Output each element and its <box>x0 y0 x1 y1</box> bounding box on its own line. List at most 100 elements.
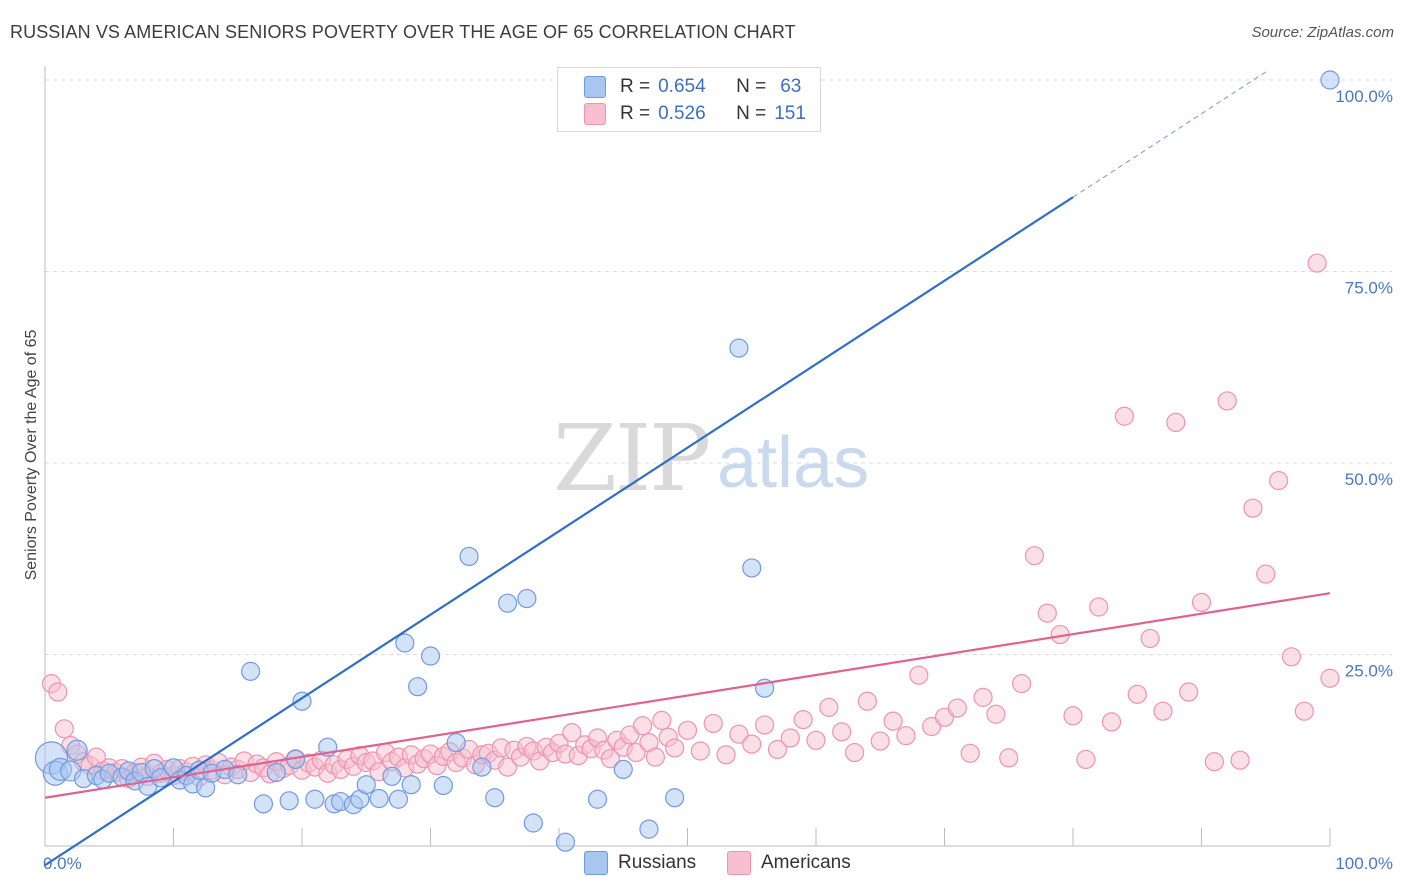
data-point <box>433 775 453 796</box>
data-point <box>1243 498 1263 518</box>
data-point <box>677 720 698 740</box>
data-point <box>613 759 633 780</box>
data-point <box>472 757 492 777</box>
data-point <box>652 710 672 730</box>
data-point <box>253 794 274 814</box>
data-point <box>587 789 608 809</box>
bottom-legend-russians: Russians <box>584 851 696 875</box>
data-point <box>870 731 890 751</box>
data-point <box>767 739 788 760</box>
legend-n-value: 151 <box>774 103 806 124</box>
data-point <box>1307 253 1327 273</box>
data-point <box>883 711 903 731</box>
watermark-atlas: atlas <box>717 423 869 503</box>
y-axis-label: Seniors Poverty Over the Age of 65 <box>23 330 40 581</box>
data-point <box>947 698 967 718</box>
legend-swatch-russians <box>584 76 606 98</box>
data-point <box>266 762 286 783</box>
data-point <box>1037 603 1057 623</box>
data-point <box>1024 546 1045 566</box>
data-point <box>857 691 878 711</box>
data-point <box>1179 682 1199 702</box>
data-point <box>960 743 980 763</box>
data-point <box>1320 70 1340 90</box>
data-point <box>54 719 74 739</box>
data-point <box>1294 701 1314 721</box>
data-point <box>909 665 929 685</box>
data-point <box>66 739 88 761</box>
legend-r-label: R = <box>620 76 651 97</box>
data-point <box>356 775 376 795</box>
data-point <box>382 766 402 786</box>
data-point <box>388 789 408 809</box>
data-point <box>832 722 852 742</box>
trend-lines <box>44 71 1331 867</box>
data-point <box>1230 750 1250 770</box>
data-point <box>645 747 665 767</box>
data-point <box>819 697 839 717</box>
legend-row-russians: R = 0.654 N = 63 <box>584 74 801 100</box>
data-point <box>279 791 299 811</box>
legend-n-value: 63 <box>780 76 802 97</box>
data-point <box>793 710 813 730</box>
data-point <box>1011 674 1032 694</box>
data-point <box>1204 752 1224 772</box>
data-point <box>517 588 537 609</box>
data-point <box>600 749 621 769</box>
y-tick-label: 100.0% <box>1335 87 1393 106</box>
data-point <box>1256 564 1276 584</box>
legend-r-label: R = <box>620 103 651 124</box>
data-point <box>1101 712 1122 732</box>
y-tick-label: 50.0% <box>1345 470 1393 489</box>
data-point <box>395 633 415 653</box>
data-point <box>716 745 736 765</box>
data-point <box>1320 668 1340 688</box>
data-point <box>459 546 479 567</box>
data-point <box>1127 684 1147 704</box>
series-americans <box>41 253 1340 789</box>
data-point <box>241 661 261 681</box>
data-point <box>228 765 248 785</box>
data-point <box>446 732 466 753</box>
watermark-zip: ZIP <box>553 405 709 512</box>
data-point <box>562 723 582 743</box>
data-point <box>626 742 646 763</box>
data-point <box>896 726 916 746</box>
data-point <box>48 682 68 702</box>
bottom-legend-swatch-russians <box>584 851 608 875</box>
data-point <box>665 738 685 758</box>
data-point <box>1268 471 1289 491</box>
data-point <box>1114 406 1135 426</box>
grid <box>45 79 1392 655</box>
x-tick-label: 0.0% <box>43 854 82 873</box>
source-label: Source: ZipAtlas.com <box>1251 24 1394 41</box>
trend-line-russians <box>44 196 1074 867</box>
data-point <box>485 788 505 808</box>
data-point <box>729 338 749 358</box>
data-point <box>420 646 441 666</box>
x-tick-label: 100.0% <box>1335 854 1393 873</box>
data-point <box>1076 749 1096 770</box>
data-point <box>780 728 800 748</box>
data-point <box>690 741 710 761</box>
legend-r-value: 0.654 <box>658 76 706 97</box>
data-point <box>703 713 723 734</box>
y-tick-label: 25.0% <box>1345 662 1393 681</box>
data-point <box>973 687 993 707</box>
data-point <box>742 734 762 754</box>
data-point <box>1063 706 1083 726</box>
data-point <box>1166 412 1186 433</box>
data-point <box>408 677 428 697</box>
data-point <box>498 757 518 777</box>
data-point <box>754 715 775 735</box>
data-point <box>305 789 325 809</box>
bottom-legend-label: Americans <box>761 852 851 873</box>
data-point <box>1217 391 1237 411</box>
data-point <box>369 788 389 809</box>
bottom-legend-swatch-americans <box>727 851 751 875</box>
legend-n-label: N = <box>736 76 767 97</box>
y-tick-label: 75.0% <box>1345 279 1393 298</box>
legend-swatch-americans <box>584 103 606 125</box>
data-point <box>498 593 518 613</box>
